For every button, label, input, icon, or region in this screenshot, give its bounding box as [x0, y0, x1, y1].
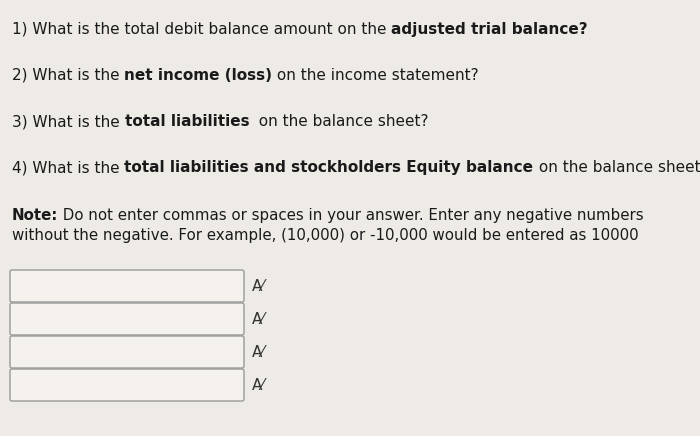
Text: A⁄: A⁄ — [252, 344, 265, 360]
Text: 4) What is the: 4) What is the — [12, 160, 125, 175]
FancyBboxPatch shape — [10, 336, 244, 368]
Text: on the balance sheet: on the balance sheet — [533, 160, 700, 175]
FancyBboxPatch shape — [10, 303, 244, 335]
Text: Note:: Note: — [12, 208, 58, 223]
Text: on the income statement?: on the income statement? — [272, 68, 479, 83]
FancyBboxPatch shape — [10, 270, 244, 302]
Text: 1) What is the total debit balance amount on the: 1) What is the total debit balance amoun… — [12, 22, 391, 37]
Text: A⁄: A⁄ — [252, 279, 265, 293]
Text: 3) What is the: 3) What is the — [12, 114, 125, 129]
Text: on the balance sheet?: on the balance sheet? — [249, 114, 428, 129]
Text: without the negative. For example, (10,000) or -10,000 would be entered as 10000: without the negative. For example, (10,0… — [12, 228, 638, 243]
Text: 2) What is the: 2) What is the — [12, 68, 125, 83]
Text: A⁄: A⁄ — [252, 378, 265, 392]
Text: total liabilities and stockholders Equity balance: total liabilities and stockholders Equit… — [125, 160, 533, 175]
Text: A⁄: A⁄ — [252, 311, 265, 327]
Text: adjusted trial balance?: adjusted trial balance? — [391, 22, 588, 37]
Text: net income (loss): net income (loss) — [125, 68, 272, 83]
FancyBboxPatch shape — [10, 369, 244, 401]
Text: total liabilities: total liabilities — [125, 114, 249, 129]
Text: Do not enter commas or spaces in your answer. Enter any negative numbers: Do not enter commas or spaces in your an… — [58, 208, 644, 223]
